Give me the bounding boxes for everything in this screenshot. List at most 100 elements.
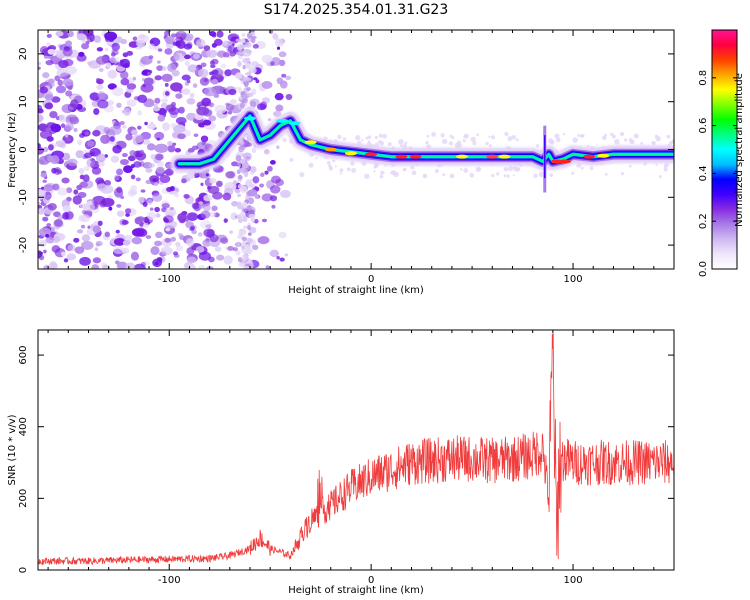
spectrogram-noise-cell	[52, 236, 61, 244]
spectrogram-noise-cell	[411, 170, 417, 176]
spectrogram-noise-cell	[96, 56, 108, 65]
spectrogram-noise-cell	[167, 140, 173, 146]
spectrogram-noise-cell	[278, 51, 287, 58]
spectrogram-noise-cell	[237, 193, 242, 198]
spectrogram-noise-cell	[253, 218, 259, 224]
spectrogram-noise-cell	[75, 150, 84, 159]
spectrogram-noise-cell	[222, 40, 228, 46]
spectrogram-noise-cell	[195, 246, 205, 253]
spectrogram-noise-cell	[195, 38, 206, 48]
spectrogram-noise-cell	[156, 160, 165, 167]
spectrogram-noise-cell	[226, 256, 232, 262]
spectrogram-noise-cell	[147, 211, 156, 221]
spectrogram-noise-cell	[485, 141, 489, 146]
spectrogram-noise-cell	[242, 265, 250, 269]
spectrogram-noise-cell	[129, 150, 137, 157]
spectrogram-hotspot	[324, 147, 337, 152]
spectrogram-noise-cell	[516, 167, 521, 171]
spectrogram-noise-cell	[140, 83, 154, 93]
spectrogram-noise-cell	[181, 178, 187, 184]
spectrogram-noise-cell	[189, 227, 195, 232]
colorbar-tick-label: 0.0	[698, 261, 709, 277]
spectrogram-noise-cell	[448, 141, 453, 146]
spectrogram-noise-cell	[589, 166, 594, 170]
spectrogram-noise-cell	[235, 72, 243, 80]
spectrogram-noise-cell	[183, 43, 193, 50]
colorbar-tick-label: 0.4	[698, 165, 709, 181]
spectrogram-hotspot	[365, 152, 378, 157]
spectrogram-noise-cell	[269, 195, 278, 202]
spectrogram-noise-cell	[92, 257, 102, 264]
spectrogram-noise-cell	[84, 131, 90, 136]
spectrogram-noise-cell	[73, 237, 80, 243]
spectrogram-noise-cell	[159, 174, 171, 184]
spectrogram-noise-cell	[272, 33, 279, 40]
spectrogram-noise-cell	[203, 204, 211, 212]
spectrogram-y-tick-label: 0	[18, 146, 29, 152]
spectrogram-noise-cell	[80, 224, 86, 229]
spectrogram-noise-cell	[137, 110, 143, 116]
spectrogram-noise-cell	[166, 38, 172, 44]
spectrogram-noise-cell	[113, 238, 126, 246]
spectrogram-noise-cell	[259, 101, 268, 110]
spectrogram-noise-cell	[137, 94, 148, 104]
spectrogram-noise-cell	[67, 158, 78, 167]
spectrogram-noise-cell	[334, 165, 337, 168]
spectrogram-noise-cell	[285, 75, 292, 81]
spectrogram-noise-cell	[96, 47, 104, 52]
spectrogram-noise-cell	[614, 139, 620, 145]
spectrogram-noise-cell	[145, 168, 153, 173]
spectrogram-noise-cell	[138, 196, 145, 204]
spectrogram-noise-cell	[403, 168, 407, 171]
spectrogram-noise-cell	[147, 71, 151, 76]
spectrogram-noise-cell	[167, 144, 176, 153]
spectrogram-noise-cell	[276, 145, 280, 149]
spectrogram-noise-cell	[240, 211, 246, 216]
spectrogram-noise-cell	[434, 168, 440, 173]
spectrogram-noise-cell	[94, 247, 99, 252]
spectrogram-noise-cell	[161, 203, 170, 209]
spectrogram-noise-cell	[240, 91, 245, 98]
spectrogram-noise-cell	[178, 106, 185, 114]
spectrogram-noise-cell	[67, 244, 76, 252]
spectrogram-noise-cell	[54, 219, 63, 227]
spectrogram-noise-cell	[125, 213, 130, 217]
spectrogram-y-ticks: -20 -10 0 10 20	[18, 48, 674, 253]
spectrogram-noise-cell	[164, 168, 174, 176]
spectrogram-noise-cell	[81, 42, 89, 50]
spectrogram-noise-cell	[92, 129, 101, 137]
spectrogram-noise-cell	[103, 180, 112, 186]
spectrogram-noise-cell	[227, 246, 235, 252]
spectrogram-noise-cell	[284, 253, 289, 257]
spectrogram-noise-cell	[172, 53, 180, 61]
spectrogram-noise-cell	[269, 185, 281, 194]
spectrogram-noise-cell	[49, 110, 58, 119]
spectrogram-noise-cell	[658, 175, 662, 179]
spectrogram-noise-cell	[181, 52, 186, 57]
spectrogram-noise	[38, 30, 674, 269]
spectrogram-hotspot	[456, 154, 468, 159]
spectrogram-noise-cell	[185, 238, 195, 247]
spectrogram-noise-cell	[48, 78, 55, 84]
spectrogram-noise-cell	[380, 170, 385, 175]
spectrogram-noise-cell	[459, 167, 463, 171]
spectrogram-noise-cell	[115, 229, 120, 234]
spectrogram-noise-cell	[379, 174, 384, 179]
spectrogram-noise-cell	[655, 163, 658, 166]
spectrogram-noise-cell	[55, 85, 67, 94]
spectrogram-noise-cell	[250, 217, 255, 223]
spectrogram-noise-cell	[266, 165, 273, 172]
spectrogram-noise-cell	[241, 162, 249, 169]
spectrogram-noise-cell	[249, 183, 256, 189]
spectrogram-noise-cell	[535, 144, 540, 148]
spectrogram-noise-cell	[399, 144, 403, 148]
spectrogram-noise-cell	[124, 262, 135, 269]
spectrogram-noise-cell	[77, 139, 83, 146]
spectrogram-noise-cell	[503, 166, 509, 172]
snr-x-label: Height of straight line (km)	[288, 585, 424, 596]
spectrogram-noise-cell	[197, 68, 209, 78]
spectrogram-noise-cell	[130, 251, 140, 261]
spectrogram-noise-cell	[470, 136, 476, 143]
colorbar: 0.0 0.2 0.4 0.6 0.8 Normalized spectral ampl…	[698, 29, 745, 277]
spectrogram-noise-cell	[223, 218, 228, 223]
